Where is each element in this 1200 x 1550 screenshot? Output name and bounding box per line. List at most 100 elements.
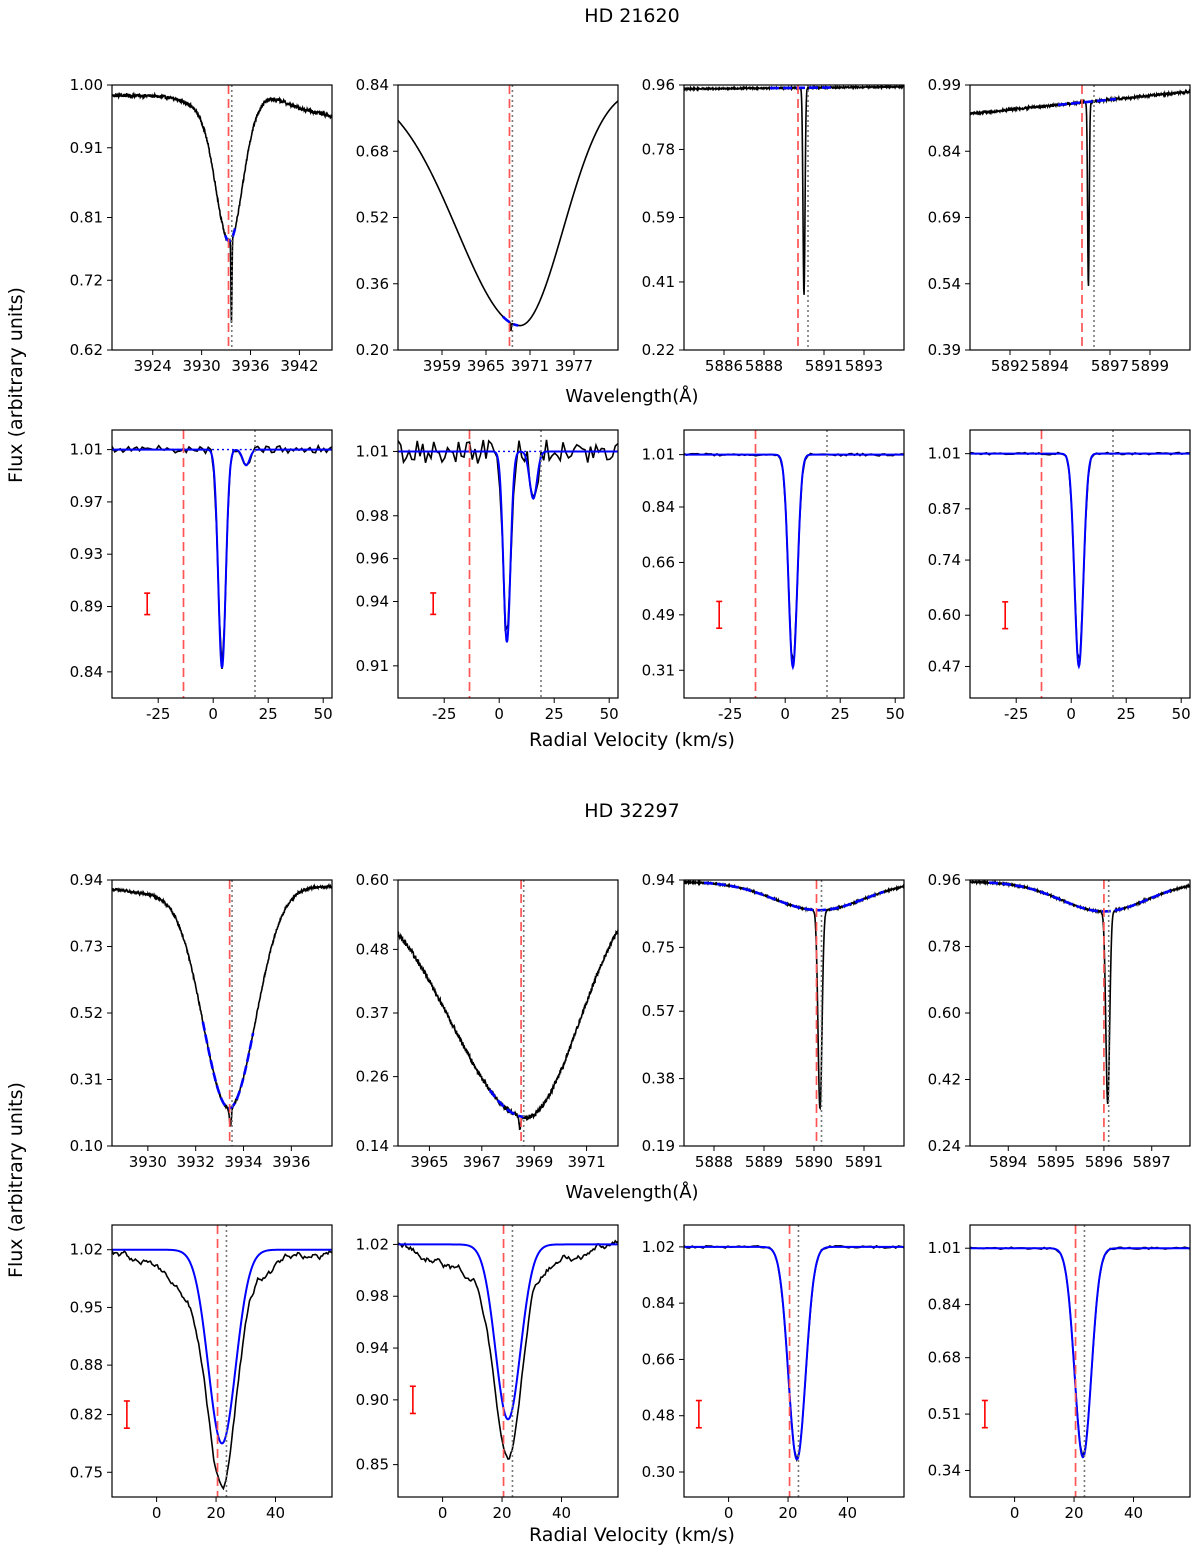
x-tick-label: 25 — [545, 705, 564, 723]
error-bar — [144, 592, 151, 616]
y-tick-label: 0.81 — [70, 209, 103, 227]
x-tick-label: 20 — [1065, 1504, 1084, 1522]
bottom-panel-0-2-plot — [684, 430, 904, 698]
bottom-panel-0-2: -25 0 25 50 1.01 0.84 0.66 0.49 0.31 — [642, 429, 905, 723]
model-fit-line — [112, 448, 332, 669]
ylabel-hd32297: Flux (arbitrary units) — [5, 1082, 27, 1278]
x-tick-label: 50 — [600, 705, 619, 723]
x-tick-label: 3965 — [467, 357, 505, 375]
spectrum-line — [970, 880, 1190, 1105]
y-tick-label: 0.97 — [70, 493, 103, 511]
error-bar — [716, 600, 723, 630]
x-tick-label: 0 — [724, 1504, 734, 1522]
y-tick-label: 0.94 — [642, 871, 675, 889]
x-tick-label: 5894 — [989, 1153, 1027, 1171]
y-tick-label: 0.52 — [70, 1004, 103, 1022]
axes-frame — [397, 429, 619, 699]
x-tick-label: 50 — [886, 705, 905, 723]
x-tick-label: 0 — [152, 1504, 162, 1522]
axes-frame — [111, 429, 333, 699]
y-tick-label: 0.34 — [928, 1461, 961, 1479]
bottom-panel-0-3-plot — [970, 430, 1190, 698]
continuum-fit-line — [1057, 97, 1117, 107]
top-xlabel-hd21620: Wavelength(Å) — [565, 385, 698, 407]
model-fit-line — [684, 1245, 904, 1461]
y-tick-label: 1.01 — [356, 442, 389, 460]
y-tick-label: 0.69 — [928, 209, 961, 227]
y-tick-label: 0.20 — [356, 341, 389, 359]
bottom-panel-0-3: -25 0 25 50 1.01 0.87 0.74 0.60 0.47 — [928, 429, 1191, 723]
y-tick-label: 0.19 — [642, 1137, 675, 1155]
x-tick-label: 25 — [1117, 705, 1136, 723]
x-tick-label: 50 — [1172, 705, 1191, 723]
y-tick-label: 0.82 — [70, 1406, 103, 1424]
x-tick-label: -25 — [432, 705, 457, 723]
continuum-fit-line — [703, 881, 885, 912]
y-tick-label: 0.88 — [70, 1356, 103, 1374]
y-tick-label: 0.84 — [642, 1294, 675, 1312]
y-tick-label: 0.74 — [928, 551, 961, 569]
bottom-panel-1-3-plot — [970, 1225, 1190, 1497]
x-tick-label: 5897 — [1091, 357, 1129, 375]
bottom-panel-0-0: -25 0 25 50 1.01 0.97 0.93 0.89 0.84 — [70, 429, 333, 723]
continuum-fit-line — [989, 881, 1172, 913]
top-xlabel-hd32297: Wavelength(Å) — [565, 1181, 698, 1203]
y-tick-label: 0.31 — [642, 661, 675, 679]
y-tick-label: 0.96 — [356, 550, 389, 568]
error-bar — [695, 1399, 702, 1429]
component-1-line — [112, 448, 332, 669]
y-tick-label: 0.94 — [70, 871, 103, 889]
bottom-panel-1-1-plot — [398, 1225, 618, 1497]
y-tick-label: 1.01 — [642, 446, 675, 464]
x-tick-label: 5886 — [705, 357, 743, 375]
top-panel-0-3: 5892 5894 5897 5899 0.99 0.84 0.69 0.54 0.39 — [928, 76, 1191, 375]
model-fit-line — [398, 1243, 618, 1421]
component-2-line — [112, 448, 332, 467]
x-tick-label: 0 — [1066, 705, 1076, 723]
x-tick-label: -25 — [1004, 705, 1029, 723]
y-tick-label: 0.87 — [928, 500, 961, 518]
model-fit-line — [112, 1248, 332, 1445]
y-tick-label: 0.89 — [70, 597, 103, 615]
y-tick-label: 0.75 — [642, 938, 675, 956]
y-tick-label: 1.00 — [70, 76, 103, 94]
y-tick-label: 0.73 — [70, 938, 103, 956]
axes-frame — [969, 879, 1191, 1147]
x-tick-label: 3930 — [129, 1153, 167, 1171]
x-tick-label: 0 — [438, 1504, 448, 1522]
y-tick-label: 0.95 — [70, 1298, 103, 1316]
x-tick-label: 5899 — [1131, 357, 1169, 375]
y-tick-label: 0.96 — [642, 76, 675, 94]
x-tick-label: 20 — [779, 1504, 798, 1522]
spectrum-line — [398, 929, 618, 1131]
x-tick-label: 25 — [259, 705, 278, 723]
x-tick-label: 40 — [266, 1504, 285, 1522]
x-tick-label: 5888 — [745, 357, 783, 375]
x-tick-label: -25 — [146, 705, 171, 723]
bottom-panel-1-1: 0 20 40 1.02 0.98 0.94 0.90 0.85 — [356, 1224, 619, 1522]
y-tick-label: 0.96 — [928, 871, 961, 889]
y-tick-label: 0.36 — [356, 275, 389, 293]
top-panel-1-3-plot — [970, 880, 1190, 1146]
y-tick-label: 0.57 — [642, 1002, 675, 1020]
y-tick-label: 0.94 — [356, 593, 389, 611]
top-panel-1-3: 5894 5895 5896 5897 0.96 0.78 0.60 0.42 0.24 — [928, 871, 1191, 1171]
y-tick-label: 0.84 — [928, 142, 961, 160]
x-tick-label: 3965 — [410, 1153, 448, 1171]
x-tick-label: 3924 — [134, 357, 172, 375]
y-tick-label: 0.31 — [70, 1071, 103, 1089]
panels-layer: 3924 3930 3936 3942 1.00 0.91 0.81 0.72 0.62 3959… — [70, 76, 1191, 1522]
bottom-panel-1-2: 0 20 40 1.02 0.84 0.66 0.48 0.30 — [642, 1224, 905, 1522]
observed-line — [970, 1246, 1190, 1457]
y-tick-label: 0.78 — [928, 938, 961, 956]
x-tick-label: 3942 — [280, 357, 318, 375]
y-tick-label: 0.75 — [70, 1463, 103, 1481]
y-tick-label: 0.10 — [70, 1137, 103, 1155]
y-tick-label: 0.47 — [928, 657, 961, 675]
spectrum-line — [112, 91, 332, 323]
x-tick-label: 5890 — [795, 1153, 833, 1171]
y-tick-label: 0.90 — [356, 1391, 389, 1409]
top-panel-1-1-plot — [398, 880, 618, 1146]
y-tick-label: 0.14 — [356, 1137, 389, 1155]
